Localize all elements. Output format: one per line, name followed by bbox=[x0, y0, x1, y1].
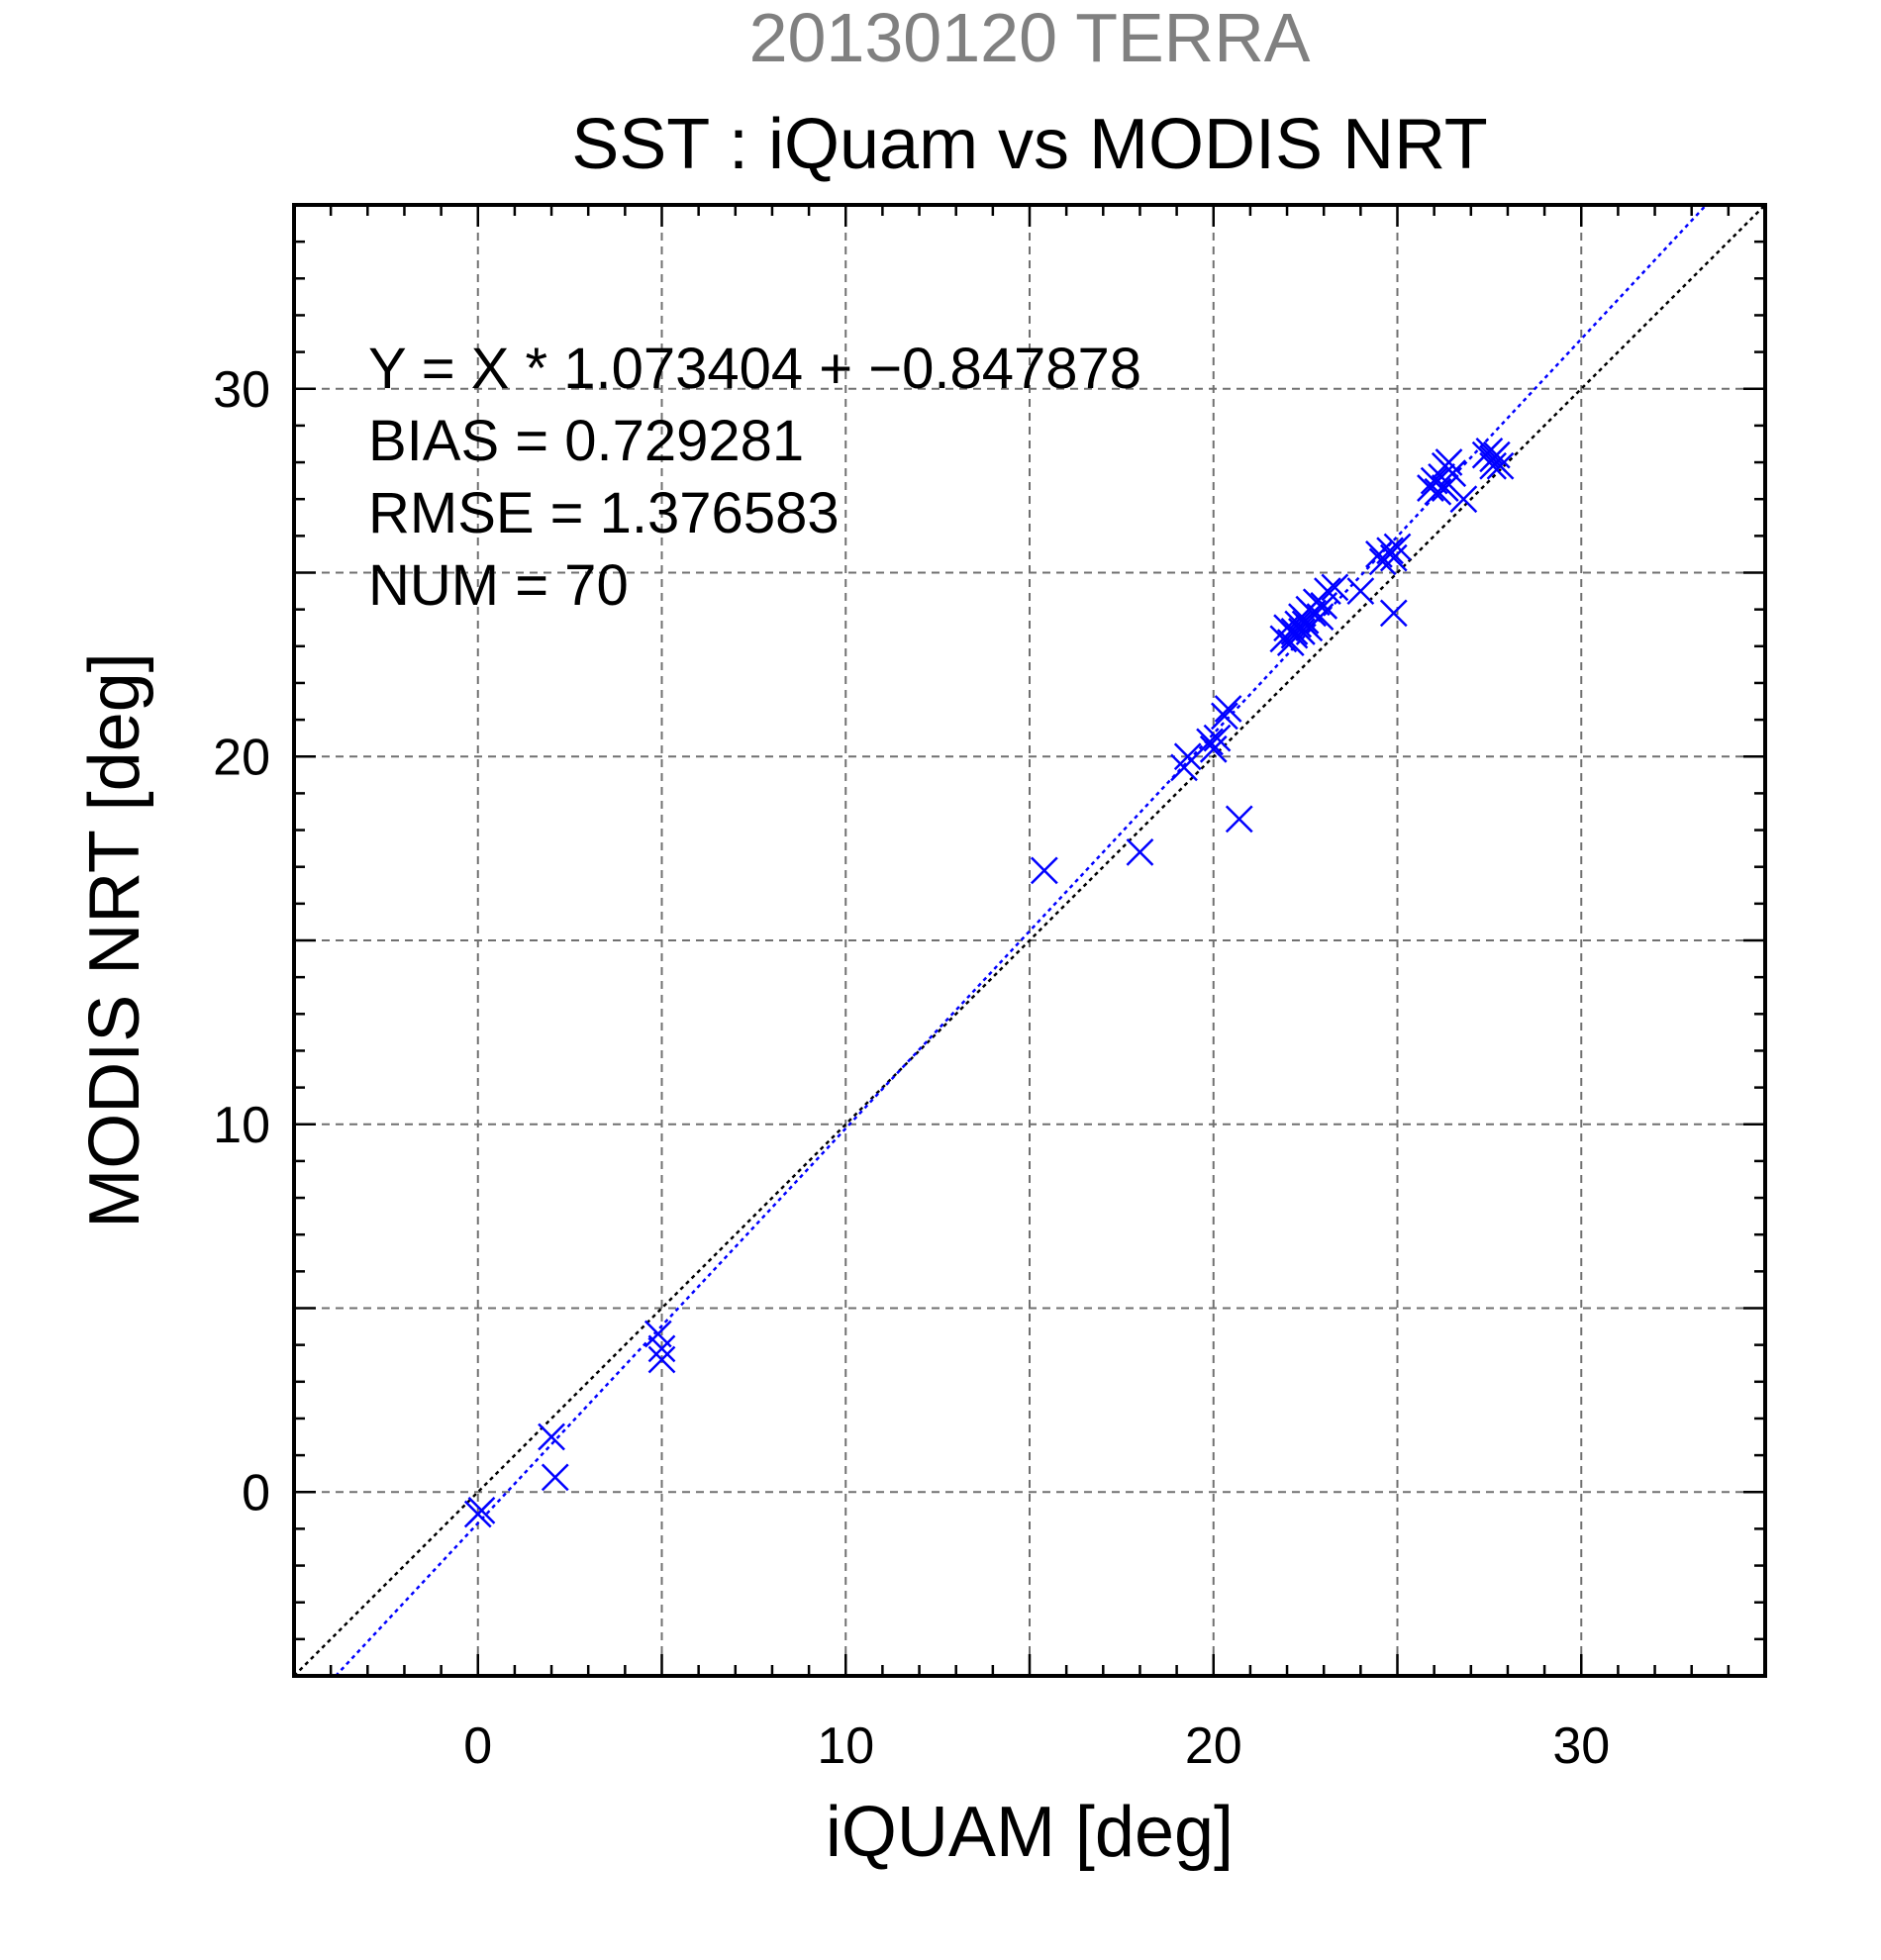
data-point bbox=[1306, 603, 1335, 631]
data-point bbox=[1431, 474, 1459, 502]
data-point-stroke bbox=[1203, 724, 1232, 752]
data-point-stroke bbox=[1225, 805, 1253, 833]
data-point bbox=[1225, 805, 1253, 833]
data-point bbox=[647, 1334, 676, 1363]
data-point-stroke bbox=[1486, 451, 1515, 480]
data-point bbox=[1482, 441, 1511, 469]
bias-value: BIAS = 0.729281 bbox=[368, 409, 804, 473]
data-point-stroke bbox=[1482, 441, 1511, 469]
data-point-stroke bbox=[1383, 533, 1412, 561]
data-point-stroke bbox=[1379, 543, 1408, 572]
data-point-stroke bbox=[1321, 573, 1349, 602]
rmse-value: RMSE = 1.376583 bbox=[368, 481, 840, 545]
y-tick-label: 20 bbox=[213, 729, 270, 786]
count-value: NUM = 70 bbox=[368, 553, 629, 618]
data-point-stroke bbox=[1438, 459, 1467, 488]
data-point-stroke bbox=[1314, 577, 1341, 605]
data-point-stroke bbox=[644, 1320, 672, 1348]
data-point bbox=[1291, 610, 1320, 638]
data-point-stroke bbox=[1475, 438, 1504, 465]
data-point bbox=[541, 1463, 569, 1492]
data-point-stroke bbox=[1030, 856, 1058, 885]
chart-subtitle: SST : iQuam vs MODIS NRT bbox=[571, 105, 1488, 184]
regression-equation: Y = X * 1.073404 + −0.847878 bbox=[368, 337, 1141, 401]
data-point bbox=[1435, 448, 1463, 476]
chart-title: 20130120 TERRA bbox=[749, 0, 1311, 76]
plot-frame bbox=[292, 203, 1767, 1678]
data-point-stroke bbox=[1379, 599, 1408, 628]
data-point bbox=[1211, 702, 1238, 731]
data-point bbox=[1214, 695, 1242, 723]
data-point-stroke bbox=[538, 1422, 565, 1451]
data-point-stroke bbox=[1431, 474, 1459, 502]
data-point bbox=[1030, 856, 1058, 885]
data-point bbox=[1486, 451, 1515, 480]
data-point bbox=[1449, 485, 1478, 514]
data-point bbox=[1479, 451, 1507, 480]
data-point-stroke bbox=[647, 1345, 676, 1374]
data-point bbox=[1288, 618, 1316, 645]
data-point-stroke bbox=[1346, 577, 1375, 605]
data-point-stroke bbox=[1284, 610, 1313, 638]
data-point-stroke bbox=[1173, 742, 1202, 771]
data-point bbox=[538, 1422, 565, 1451]
data-point bbox=[1284, 610, 1313, 638]
data-point bbox=[1196, 728, 1224, 756]
x-tick-label: 20 bbox=[1185, 1717, 1242, 1775]
data-point-stroke bbox=[1420, 466, 1448, 495]
data-point bbox=[1383, 533, 1412, 561]
reference-lines bbox=[293, 204, 1766, 1677]
data-point bbox=[1203, 724, 1232, 752]
data-point-stroke bbox=[1214, 695, 1242, 723]
y-tick-label: 0 bbox=[242, 1464, 270, 1521]
regression-line bbox=[335, 204, 1708, 1677]
data-point bbox=[1126, 837, 1154, 866]
data-point-stroke bbox=[1199, 735, 1228, 763]
x-tick-label: 30 bbox=[1552, 1717, 1610, 1775]
data-point bbox=[1314, 577, 1341, 605]
data-point-stroke bbox=[1306, 603, 1335, 631]
data-point-stroke bbox=[541, 1463, 569, 1492]
y-tick-label: 30 bbox=[213, 361, 270, 419]
data-point bbox=[1379, 599, 1408, 628]
data-point bbox=[1170, 753, 1198, 782]
x-axis-label: iQUAM [deg] bbox=[826, 1793, 1234, 1872]
data-point bbox=[1428, 463, 1455, 491]
data-point bbox=[467, 1496, 496, 1524]
data-point-stroke bbox=[1435, 448, 1463, 476]
data-point-stroke bbox=[1365, 540, 1393, 568]
data-point-stroke bbox=[1126, 837, 1154, 866]
y-tick-label: 10 bbox=[213, 1097, 270, 1154]
data-point bbox=[647, 1345, 676, 1374]
data-point bbox=[1376, 537, 1404, 565]
data-point-stroke bbox=[1449, 485, 1478, 514]
data-point bbox=[1379, 543, 1408, 572]
statistics-box: Y = X * 1.073404 + −0.847878 BIAS = 0.72… bbox=[368, 337, 1141, 618]
data-point-stroke bbox=[1376, 537, 1404, 565]
data-points bbox=[463, 438, 1515, 1528]
data-point-stroke bbox=[1479, 451, 1507, 480]
data-point bbox=[1321, 573, 1349, 602]
data-point-stroke bbox=[1288, 618, 1316, 645]
y-axis-label: MODIS NRT [deg] bbox=[75, 652, 154, 1228]
data-point-stroke bbox=[1211, 702, 1238, 731]
data-point bbox=[1346, 577, 1375, 605]
tick-labels: 0 10 20 30 0 10 20 30 bbox=[213, 361, 1610, 1775]
data-point-stroke bbox=[647, 1334, 676, 1363]
data-point-stroke bbox=[467, 1496, 496, 1524]
data-point bbox=[1199, 735, 1228, 763]
data-point-stroke bbox=[1170, 753, 1198, 782]
data-point-stroke bbox=[1428, 463, 1455, 491]
identity-line bbox=[293, 204, 1766, 1677]
data-point-stroke bbox=[1291, 610, 1320, 638]
data-point-stroke bbox=[1196, 728, 1224, 756]
x-tick-label: 0 bbox=[463, 1717, 492, 1775]
x-tick-label: 10 bbox=[817, 1717, 874, 1775]
data-point bbox=[1173, 742, 1202, 771]
data-point bbox=[1438, 459, 1467, 488]
